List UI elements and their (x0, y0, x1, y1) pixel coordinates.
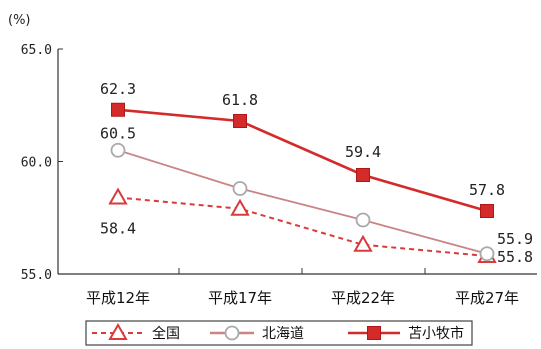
legend-box (85, 320, 473, 346)
legend-marker-3 (367, 326, 381, 340)
legend-marker-1 (108, 322, 128, 340)
series-1 (108, 187, 497, 263)
data-point (355, 212, 371, 228)
data-label: 61.8 (222, 91, 258, 109)
series-line-1 (117, 196, 488, 257)
data-label: 55.9 (497, 230, 533, 248)
series-3 (111, 102, 494, 218)
legend-label-1: 全国 (152, 325, 180, 342)
data-point (111, 102, 125, 117)
series-group (108, 102, 497, 263)
legend-marker-2 (224, 325, 240, 341)
data-point (233, 114, 247, 128)
data-labels: 58.4 55.8 60.5 55.9 62.3 61.8 59.4 57.8 (100, 80, 533, 266)
y-axis-unit-label: (%) (8, 13, 31, 28)
x-tick-label: 平成17年 (208, 289, 272, 307)
legend-label-2: 北海道 (262, 326, 304, 342)
legend-label-3: 苫小牧市 (408, 325, 464, 342)
data-point (230, 198, 250, 216)
data-label: 59.4 (345, 143, 381, 161)
data-label: 58.4 (100, 220, 136, 238)
series-line-2 (117, 149, 488, 255)
data-label: 55.8 (497, 248, 533, 266)
data-point (110, 142, 126, 158)
data-point (232, 181, 248, 196)
legend: 全国 北海道 苫小牧市 (85, 320, 473, 346)
series-2 (110, 142, 495, 262)
data-label: 62.3 (100, 80, 136, 98)
data-point (480, 204, 494, 218)
y-tick-label: 55.0 (21, 268, 52, 283)
data-point (356, 168, 370, 182)
x-tick-label: 平成22年 (331, 289, 395, 307)
y-tick-label: 65.0 (21, 43, 52, 58)
chart-axes (57, 48, 537, 275)
data-point (479, 246, 495, 262)
data-point (353, 234, 373, 252)
data-label: 60.5 (100, 124, 136, 142)
series-line-3 (117, 108, 488, 213)
data-label: 57.8 (469, 181, 505, 199)
y-tick-labels: 65.0 60.0 55.0 (21, 43, 52, 283)
x-tick-label: 平成27年 (455, 289, 519, 307)
x-tick-label: 平成12年 (86, 289, 150, 307)
data-point (108, 187, 128, 205)
y-tick-label: 60.0 (21, 156, 52, 171)
x-tick-labels: 平成12年 平成17年 平成22年 平成27年 (86, 289, 519, 307)
